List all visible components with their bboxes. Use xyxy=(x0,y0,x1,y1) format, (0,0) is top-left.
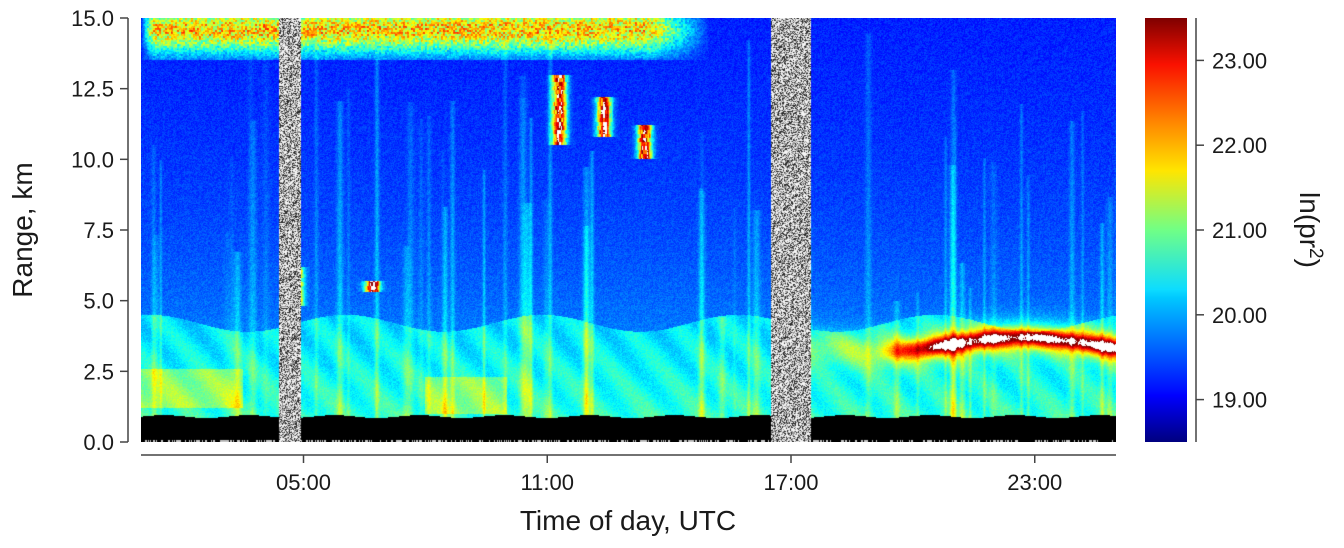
colorbar-tick-label: 22.00 xyxy=(1212,133,1267,158)
x-axis-title: Time of day, UTC xyxy=(520,505,736,536)
y-tick-label: 2.5 xyxy=(83,359,114,384)
colorbar: 19.00 20.00 21.00 22.00 23.00 ln(pr2) xyxy=(1145,18,1326,442)
y-tick-label: 5.0 xyxy=(83,289,114,314)
y-axis: 0.0 2.5 5.0 7.5 10.0 12.5 15.0 xyxy=(71,6,129,455)
y-tick-label: 0.0 xyxy=(83,430,114,455)
colorbar-label: ln(pr2) xyxy=(1294,192,1326,268)
x-tick-label: 17:00 xyxy=(763,470,818,495)
colorbar-tick-label: 19.00 xyxy=(1212,388,1267,413)
x-tick-label: 11:00 xyxy=(521,470,574,495)
colorbar-gradient xyxy=(1145,18,1187,442)
x-tick-label: 05:00 xyxy=(276,470,331,495)
colorbar-tick-label: 23.00 xyxy=(1212,48,1267,73)
colorbar-ticks: 19.00 20.00 21.00 22.00 23.00 xyxy=(1196,48,1267,413)
x-tick-label: 23:00 xyxy=(1007,470,1062,495)
colorbar-tick-label: 21.00 xyxy=(1212,218,1267,243)
y-tick-label: 15.0 xyxy=(71,6,114,31)
y-tick-label: 12.5 xyxy=(71,77,114,102)
colorbar-tick-label: 20.00 xyxy=(1212,303,1267,328)
y-tick-label: 10.0 xyxy=(71,147,114,172)
y-axis-title: Range, km xyxy=(7,162,38,297)
backscatter-heatmap xyxy=(141,18,1116,442)
y-tick-label: 7.5 xyxy=(83,218,114,243)
x-axis: 05:00 11:00 17:00 23:00 xyxy=(141,454,1116,495)
